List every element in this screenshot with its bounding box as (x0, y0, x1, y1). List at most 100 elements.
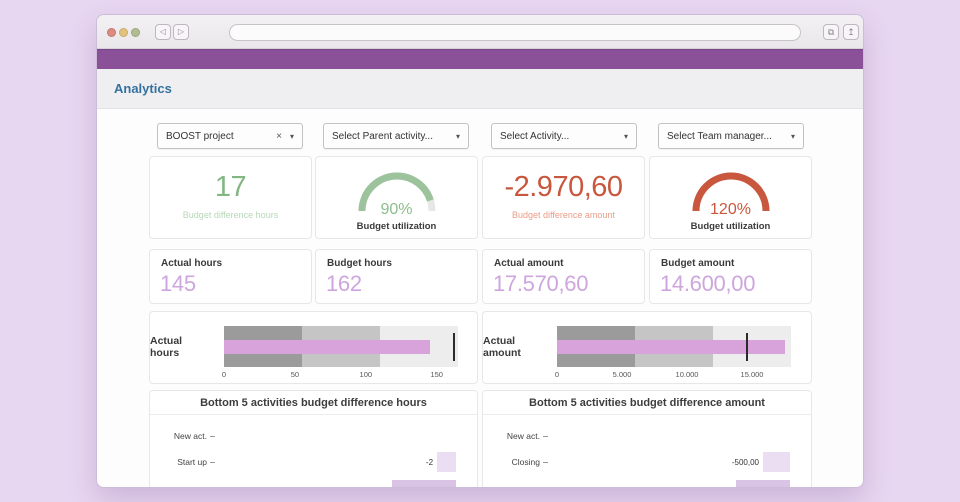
minimize-window-button[interactable] (119, 28, 128, 37)
forward-button[interactable]: ▷ (173, 24, 189, 40)
bullet-chart-label: Actual amount (483, 334, 521, 359)
partial-bar (736, 480, 790, 487)
bar-row: New act. (160, 423, 456, 449)
bullet-chart-actual-hours: Actual hours 0 50 100 150 (149, 311, 478, 384)
filter-team-manager-placeholder: Select Team manager... (667, 130, 772, 142)
bullet-plot (224, 326, 458, 367)
kpi-budget-utilization-amount: 120% Budget utilization (649, 156, 812, 239)
filter-parent-activity-select[interactable]: Select Parent activity... ▾ (323, 123, 469, 149)
partial-bar (392, 480, 456, 487)
gauge-label: Budget utilization (356, 221, 437, 232)
kpi-value: -2.970,60 (504, 171, 623, 203)
gauge-value: 90% (380, 201, 413, 218)
bullet-chart-label: Actual hours (150, 334, 183, 359)
axis-tick (210, 435, 215, 437)
tabs-icon: ⧉ (827, 26, 835, 37)
axis-tick-label: 50 (290, 370, 300, 379)
tabs-button[interactable]: ⧉ (823, 24, 839, 40)
filter-activity-placeholder: Select Activity... (500, 130, 570, 142)
stat-value: 17.570,60 (493, 271, 589, 296)
filter-activity-select[interactable]: Select Activity... ▾ (491, 123, 637, 149)
kpi-value: 17 (214, 171, 247, 203)
chevron-down-icon: ▾ (289, 131, 294, 141)
axis-tick-label: 150 (430, 370, 443, 379)
bar-plot: -500,00 (552, 452, 790, 472)
chevron-down-icon: ▾ (790, 131, 795, 141)
bullet-plot (557, 326, 791, 367)
bar-rows: New act. Start up -2 (160, 423, 456, 475)
bar-chart-bottom5-hours: Bottom 5 activities budget difference ho… (149, 390, 478, 487)
close-window-button[interactable] (107, 28, 116, 37)
gauge-label: Budget utilization (690, 221, 771, 232)
page-header: Analytics (97, 69, 863, 109)
gauge-value: 120% (710, 201, 751, 218)
bar-rows: New act. Closing -500,00 (493, 423, 790, 475)
chevron-down-icon: ▾ (455, 131, 460, 141)
chart-title: Bottom 5 activities budget difference ho… (150, 391, 477, 415)
stat-budget-hours: Budget hours 162 (315, 249, 478, 304)
dashboard: BOOST project × ▾ Select Parent activity… (97, 109, 863, 487)
kpi-label: Budget difference amount (512, 210, 615, 220)
forward-icon: ▷ (177, 27, 185, 36)
bar-row: New act. (493, 423, 790, 449)
category-label: Closing (511, 457, 540, 467)
filter-project-value: BOOST project (166, 130, 234, 142)
kpi-budget-difference-amount: -2.970,60 Budget difference amount (482, 156, 645, 239)
stat-label: Actual hours (161, 258, 223, 269)
bullet-target-marker (452, 332, 455, 361)
app-banner (97, 49, 863, 69)
stat-actual-amount: Actual amount 17.570,60 (482, 249, 645, 304)
bar-row: Start up -2 (160, 449, 456, 475)
axis-tick-label: 5.000 (612, 370, 632, 379)
page-title: Analytics (114, 81, 172, 96)
bar-chart-bottom5-amount: Bottom 5 activities budget difference am… (482, 390, 812, 487)
bar-plot: -2 (219, 452, 456, 472)
axis-tick (543, 461, 548, 463)
browser-chrome: ◁ ▷ ⧉ ↥ (97, 15, 863, 49)
share-button[interactable]: ↥ (843, 24, 859, 40)
bullet-measure-bar (224, 339, 430, 354)
axis-tick-label: 15.000 (740, 370, 764, 379)
axis-tick (543, 435, 548, 437)
share-icon: ↥ (847, 26, 855, 37)
stat-value: 162 (326, 271, 362, 296)
axis-tick (210, 461, 215, 463)
chart-title: Bottom 5 activities budget difference am… (483, 391, 811, 415)
stat-value: 145 (160, 271, 196, 296)
axis-tick-label: 0 (221, 370, 227, 379)
stat-value: 14.600,00 (660, 271, 756, 296)
filter-team-manager-select[interactable]: Select Team manager... ▾ (658, 123, 804, 149)
stat-label: Budget amount (661, 258, 735, 269)
back-button[interactable]: ◁ (155, 24, 171, 40)
clear-icon[interactable]: × (276, 130, 282, 142)
stat-label: Budget hours (327, 258, 392, 269)
chevron-down-icon: ▾ (623, 131, 628, 141)
stat-label: Actual amount (494, 258, 564, 269)
bullet-axis: 0 50 100 150 (221, 370, 458, 380)
category-label: New act. (173, 431, 207, 441)
category-label: Start up (177, 457, 207, 467)
axis-tick-label: 0 (554, 370, 560, 379)
bullet-target-marker (745, 332, 748, 361)
bar (762, 452, 790, 472)
axis-tick-label: 100 (359, 370, 373, 379)
category-label: New act. (506, 431, 540, 441)
gauge-chart (692, 172, 769, 212)
zoom-window-button[interactable] (131, 28, 140, 37)
kpi-label: Budget difference hours (182, 210, 279, 220)
bullet-axis: 0 5.000 10.000 15.000 (554, 370, 791, 380)
stat-budget-amount: Budget amount 14.600,00 (649, 249, 812, 304)
kpi-budget-utilization-hours: 90% Budget utilization (315, 156, 478, 239)
stat-actual-hours: Actual hours 145 (149, 249, 312, 304)
filter-project-select[interactable]: BOOST project × ▾ (157, 123, 303, 149)
filter-parent-activity-placeholder: Select Parent activity... (332, 130, 433, 142)
address-bar[interactable] (229, 24, 801, 41)
browser-window: ◁ ▷ ⧉ ↥ Analytics BOOST project × ▾ Sele… (96, 14, 864, 488)
bar-plot (219, 426, 456, 446)
back-icon: ◁ (159, 27, 167, 36)
gauge-chart (358, 172, 435, 212)
bullet-chart-actual-amount: Actual amount 0 5.000 10.000 15.000 (482, 311, 812, 384)
bullet-measure-bar (557, 339, 786, 354)
bar (437, 452, 456, 472)
axis-tick-label: 10.000 (675, 370, 699, 379)
